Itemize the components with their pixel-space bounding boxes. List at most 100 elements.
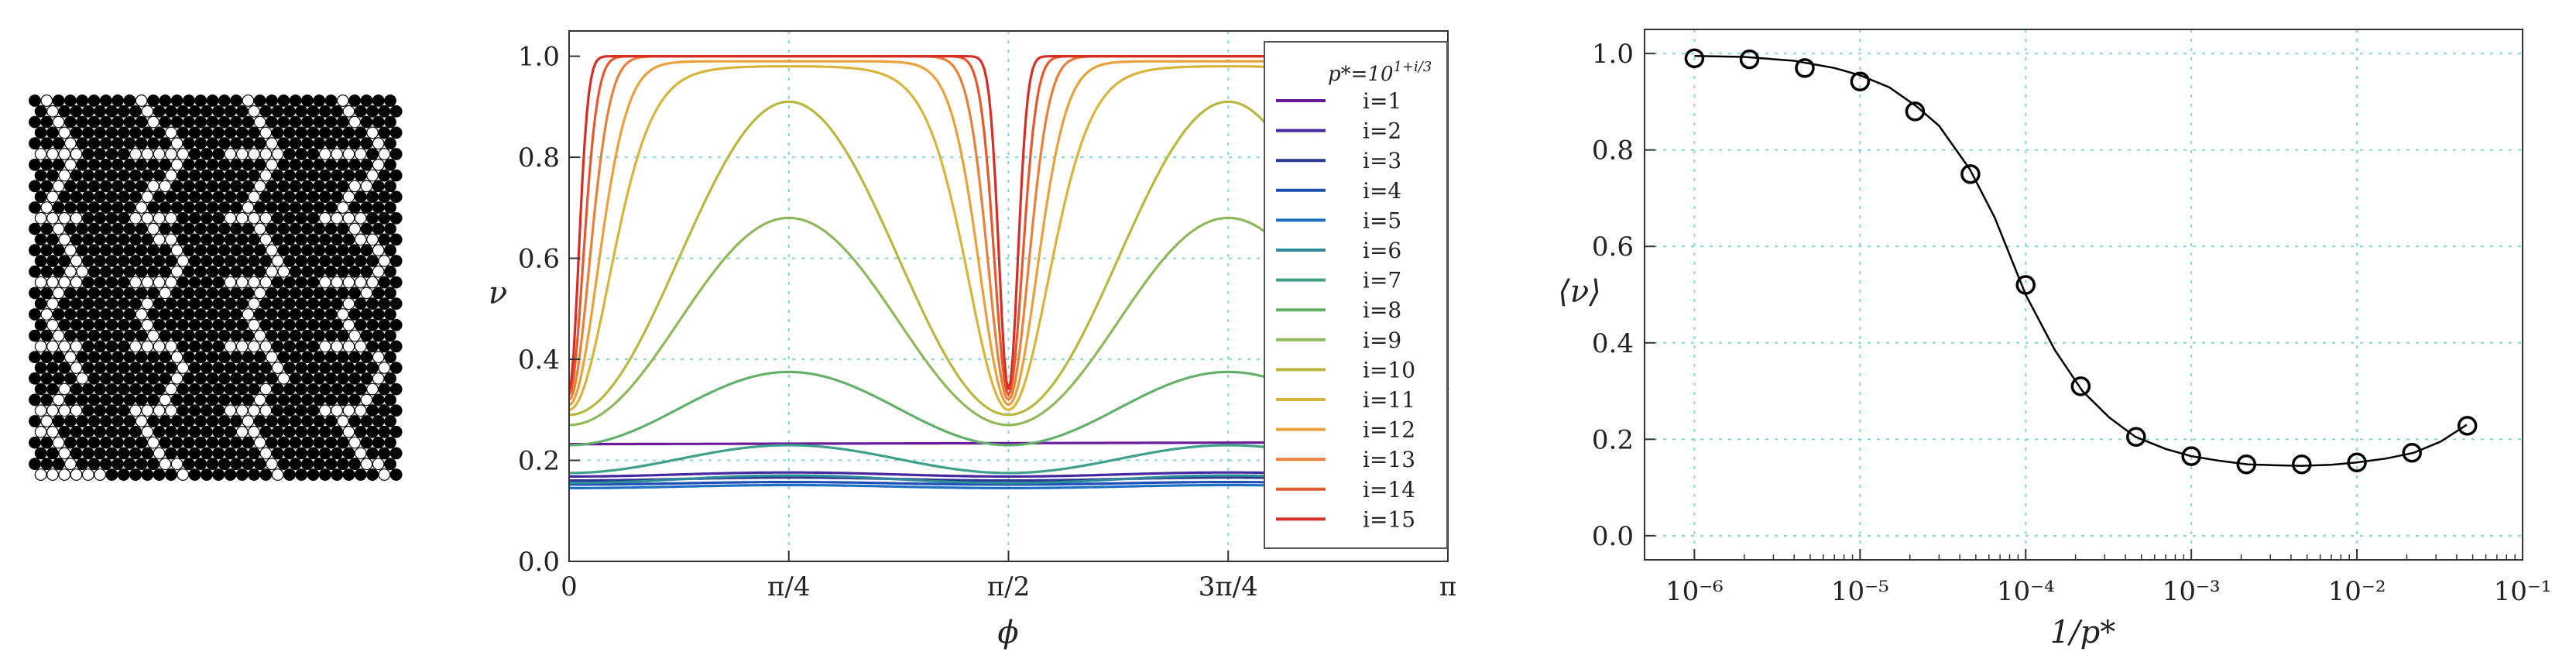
- lattice-site: [224, 318, 237, 331]
- lattice-site: [29, 286, 41, 300]
- lattice-site: [372, 436, 385, 449]
- lattice-site: [153, 126, 166, 139]
- lattice-site: [111, 201, 125, 214]
- lattice-site: [372, 222, 385, 235]
- lattice-site: [177, 126, 190, 139]
- lattice-site: [52, 436, 65, 449]
- lattice-site: [135, 222, 148, 235]
- lattice-site: [46, 383, 59, 396]
- lattice-site: [111, 137, 125, 150]
- y-tick-label: 1.0: [518, 42, 560, 73]
- lattice-site: [153, 297, 166, 310]
- lattice-site: [372, 458, 385, 471]
- lattice-site: [354, 383, 367, 396]
- lattice-site: [153, 211, 166, 225]
- lattice-site: [307, 447, 320, 460]
- lattice-site: [34, 340, 47, 353]
- y-tick-label: 1.0: [1592, 39, 1634, 70]
- lattice-site: [111, 180, 125, 193]
- lattice-site: [235, 447, 249, 460]
- lattice-site: [123, 458, 136, 471]
- lattice-site: [283, 105, 296, 118]
- lattice-site: [177, 255, 190, 267]
- lattice-site: [266, 201, 278, 214]
- lattice-site: [389, 169, 403, 182]
- lattice-site: [29, 137, 41, 150]
- lattice-site: [324, 458, 338, 471]
- lattice-site: [46, 447, 59, 460]
- lattice-site: [307, 362, 320, 374]
- lattice-site: [348, 286, 362, 300]
- lattice-site: [165, 318, 177, 331]
- lattice-site: [170, 436, 184, 449]
- lattice-site: [182, 201, 195, 214]
- lattice-site: [81, 447, 94, 460]
- lattice-site: [372, 265, 385, 278]
- lattice-site: [360, 137, 373, 150]
- lattice-site: [212, 383, 225, 396]
- lattice-site: [52, 158, 65, 171]
- lattice-site: [46, 105, 59, 118]
- lattice-site: [58, 468, 71, 481]
- lattice-site: [301, 393, 314, 407]
- lattice-site: [135, 308, 148, 321]
- lattice-site: [46, 211, 59, 225]
- lattice-site: [52, 115, 65, 129]
- lattice-site: [165, 276, 177, 289]
- lattice-site: [117, 297, 130, 310]
- lattice-site: [170, 415, 184, 427]
- lattice-site: [135, 244, 148, 257]
- lattice-site: [389, 148, 403, 160]
- lattice-site: [389, 190, 403, 204]
- lattice-site: [76, 158, 89, 171]
- lattice-site: [141, 148, 154, 160]
- lattice-site: [159, 94, 172, 107]
- lattice-site: [230, 265, 243, 278]
- lattice-site: [336, 436, 349, 449]
- lattice-site: [212, 340, 225, 353]
- lattice-site: [188, 190, 201, 204]
- lattice-site: [81, 318, 94, 331]
- lattice-site: [29, 180, 41, 193]
- lattice-site: [289, 180, 302, 193]
- lattice-site: [206, 158, 219, 171]
- lattice-site: [224, 425, 237, 438]
- lattice-site: [117, 404, 130, 417]
- lattice-site: [40, 436, 53, 449]
- lattice-site: [46, 362, 59, 374]
- lattice-site: [182, 372, 195, 385]
- lattice-site: [331, 255, 344, 267]
- lattice-site: [194, 222, 208, 235]
- lattice-site: [235, 276, 249, 289]
- lattice-site: [366, 468, 379, 481]
- data-point: [2236, 454, 2257, 475]
- lattice-site: [29, 265, 41, 278]
- lattice-site: [206, 244, 219, 257]
- lattice-site: [153, 190, 166, 204]
- lattice-site: [342, 233, 355, 246]
- lattice-site: [313, 458, 326, 471]
- lattice-site: [170, 351, 184, 364]
- lattice-site: [200, 318, 213, 331]
- lattice-site: [307, 318, 320, 331]
- lattice-site: [378, 362, 391, 374]
- lattice-site: [40, 372, 53, 385]
- lattice-site: [336, 286, 349, 300]
- lattice-site: [141, 169, 154, 182]
- lattice-site: [318, 169, 331, 182]
- lattice-site: [331, 340, 344, 353]
- lattice-site: [366, 255, 379, 267]
- lattice-site: [87, 351, 101, 364]
- phi-y-axis-label: ν: [489, 276, 507, 311]
- lattice-site: [117, 318, 130, 331]
- lattice-site: [206, 415, 219, 427]
- lattice-site: [147, 137, 159, 150]
- lattice-site: [46, 404, 59, 417]
- lattice-site: [129, 362, 142, 374]
- lattice-site: [342, 318, 355, 331]
- lattice-site: [194, 115, 208, 129]
- lattice-site: [324, 222, 338, 235]
- lattice-site: [342, 383, 355, 396]
- lattice-site: [46, 190, 59, 204]
- lattice-site: [253, 415, 266, 427]
